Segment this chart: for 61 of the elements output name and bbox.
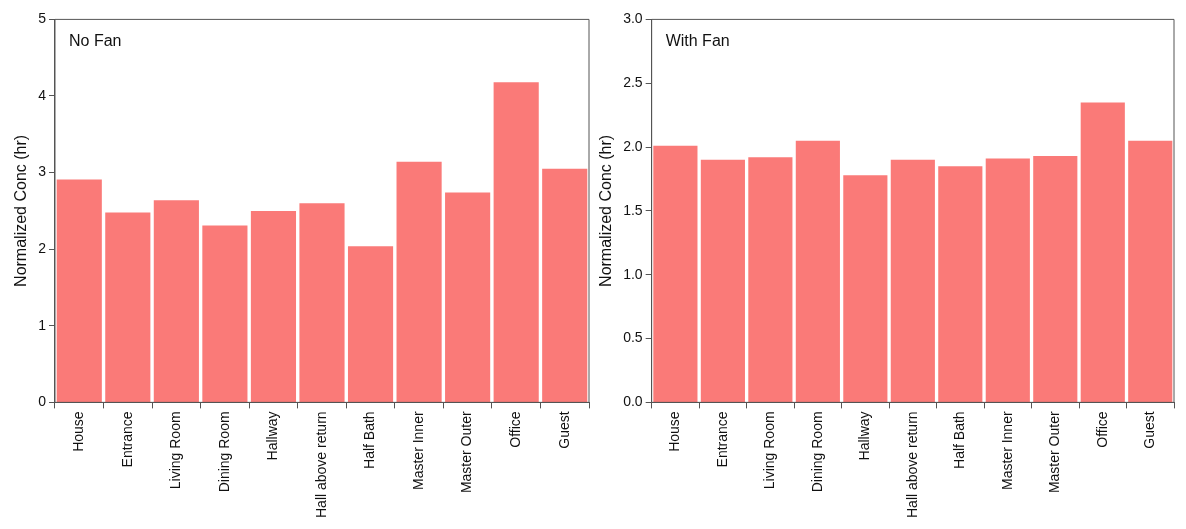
x-tick-label: Living Room bbox=[167, 411, 184, 490]
x-tick-label: Dining Room bbox=[808, 411, 825, 493]
y-tick-label: 2 bbox=[38, 240, 47, 257]
bar bbox=[843, 175, 888, 402]
bar bbox=[56, 179, 102, 402]
x-tick-label: Dining Room bbox=[215, 411, 232, 493]
x-tick-label: Hall above return bbox=[312, 411, 329, 519]
y-tick-label: 3.0 bbox=[623, 10, 643, 27]
x-tick-label: Office bbox=[1093, 411, 1110, 448]
bar bbox=[153, 200, 199, 402]
bar bbox=[1033, 156, 1078, 402]
y-tick-label: 2.5 bbox=[623, 74, 643, 91]
bar bbox=[653, 145, 698, 402]
bar bbox=[299, 203, 345, 402]
bar bbox=[250, 210, 297, 402]
bar bbox=[542, 168, 588, 402]
bar bbox=[1128, 140, 1173, 402]
x-tick-label: House bbox=[666, 411, 683, 452]
x-tick-label: Master Inner bbox=[409, 411, 426, 490]
y-tick-label: 0.5 bbox=[623, 329, 643, 346]
bar bbox=[105, 212, 151, 402]
x-tick-label: Hall above return bbox=[903, 411, 920, 519]
bar bbox=[890, 159, 935, 402]
bar bbox=[1080, 102, 1125, 402]
y-tick-label: 1.0 bbox=[623, 265, 643, 282]
x-tick-label: Half Bath bbox=[951, 411, 968, 469]
y-tick-label: 1 bbox=[38, 316, 47, 333]
y-tick-label: 2.0 bbox=[623, 137, 643, 154]
y-tick-label: 1.5 bbox=[623, 201, 643, 218]
bar bbox=[700, 159, 745, 402]
x-tick-label: Hallway bbox=[264, 411, 281, 461]
bar bbox=[445, 192, 491, 402]
x-tick-label: Master Inner bbox=[998, 411, 1015, 490]
bar bbox=[748, 157, 793, 402]
x-tick-label: Master Outer bbox=[458, 411, 475, 494]
x-tick-label: Entrance bbox=[713, 411, 730, 468]
y-axis-title: Normalized Conc (hr) bbox=[12, 134, 30, 287]
x-tick-label: Office bbox=[507, 411, 524, 448]
y-tick-label: 5 bbox=[38, 10, 47, 27]
bar bbox=[347, 246, 394, 402]
bar bbox=[202, 225, 248, 402]
x-tick-label: House bbox=[70, 411, 87, 452]
y-axis-title: Normalized Conc (hr) bbox=[597, 134, 615, 287]
text: No Fan bbox=[68, 31, 122, 49]
bar bbox=[795, 140, 840, 402]
x-tick-label: Master Outer bbox=[1046, 411, 1063, 494]
x-tick-label: Half Bath bbox=[361, 411, 378, 469]
x-tick-label: Guest bbox=[1141, 411, 1158, 449]
bar bbox=[493, 82, 539, 402]
x-tick-label: Living Room bbox=[761, 411, 778, 490]
y-tick-label: 0 bbox=[38, 393, 47, 410]
bar bbox=[938, 166, 983, 402]
y-tick-label: 0.0 bbox=[623, 393, 643, 410]
y-tick-label: 4 bbox=[38, 86, 47, 103]
y-tick-label: 3 bbox=[38, 163, 47, 180]
bar bbox=[985, 158, 1030, 402]
text: With Fan bbox=[665, 31, 730, 49]
x-tick-label: Guest bbox=[555, 411, 572, 449]
x-tick-label: Entrance bbox=[118, 411, 135, 468]
bar bbox=[396, 161, 442, 402]
x-tick-label: Hallway bbox=[856, 411, 873, 461]
